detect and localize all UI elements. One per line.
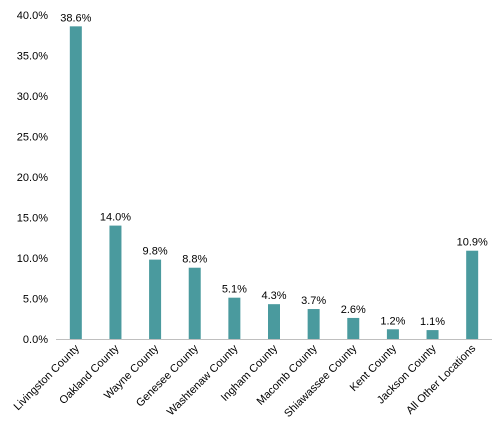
bar xyxy=(426,330,439,339)
bar xyxy=(347,317,360,339)
bar-value-label: 3.7% xyxy=(301,295,326,307)
bar xyxy=(149,259,162,339)
bar-value-label: 1.2% xyxy=(380,315,405,327)
y-tick-label: 15.0% xyxy=(17,213,48,225)
y-axis-ticks: 0.0% 5.0% 10.0% 15.0% 20.0% 25.0% 30.0% 35.0% 40… xyxy=(17,10,48,346)
bar xyxy=(307,309,320,339)
y-tick-label: 0.0% xyxy=(23,334,48,346)
bar-value-label: 14.0% xyxy=(100,212,131,224)
bar-value-label: 38.6% xyxy=(60,12,91,24)
y-tick-label: 5.0% xyxy=(23,294,48,306)
bar xyxy=(109,225,122,339)
y-tick-label: 35.0% xyxy=(17,51,48,63)
bar-value-label: 4.3% xyxy=(261,290,286,302)
bar xyxy=(466,250,479,339)
bars xyxy=(69,26,479,340)
bar xyxy=(69,26,82,340)
bar xyxy=(268,304,280,339)
y-tick-label: 30.0% xyxy=(17,91,48,103)
bar-value-label: 10.9% xyxy=(457,237,488,249)
data-labels: 38.6% 14.0% 9.8% 8.8% 5.1% 4.3% 3.7% 2.6% 1.2% 1.… xyxy=(60,12,488,328)
bar-value-label: 2.6% xyxy=(341,304,366,316)
bar-value-label: 8.8% xyxy=(182,254,207,266)
y-tick-label: 25.0% xyxy=(17,132,48,144)
y-tick-label: 40.0% xyxy=(17,10,48,22)
x-tick-label: Shiawassee County xyxy=(282,342,360,420)
bar xyxy=(228,297,241,339)
bar xyxy=(386,329,399,339)
bar xyxy=(188,267,201,339)
x-tick-label: Washtenaw County xyxy=(165,342,241,418)
bar-value-label: 5.1% xyxy=(222,284,247,296)
x-tick-label: Livingston County xyxy=(12,342,83,413)
y-tick-label: 20.0% xyxy=(17,172,48,184)
y-tick-label: 10.0% xyxy=(17,253,48,265)
bar-value-label: 9.8% xyxy=(143,246,168,258)
x-tick-label: All Other Locations xyxy=(404,342,479,417)
bar-value-label: 1.1% xyxy=(420,316,445,328)
